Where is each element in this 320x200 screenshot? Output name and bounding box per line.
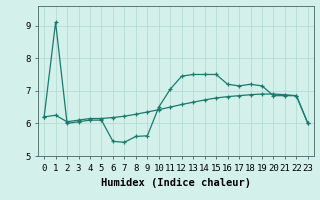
X-axis label: Humidex (Indice chaleur): Humidex (Indice chaleur) (101, 178, 251, 188)
